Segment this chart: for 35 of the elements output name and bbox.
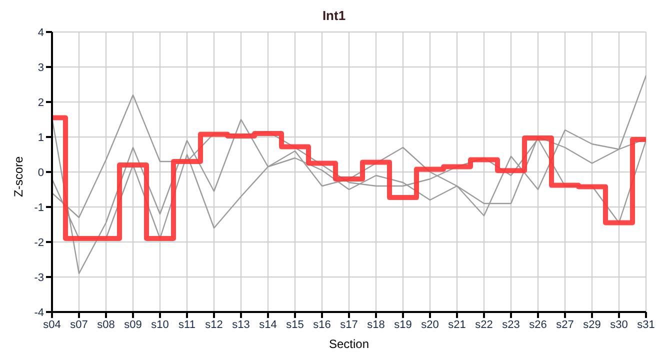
x-tick-label: s29 bbox=[583, 318, 601, 331]
x-tick-label: s31 bbox=[637, 318, 655, 331]
x-axis-title: Section bbox=[328, 337, 370, 351]
x-tick-label: s30 bbox=[610, 318, 628, 331]
x-tick-label: s07 bbox=[70, 318, 88, 331]
x-tick-label: s21 bbox=[448, 318, 466, 331]
chart-title: Int1 bbox=[321, 8, 347, 25]
x-tick-label: s27 bbox=[556, 318, 574, 331]
x-tick-label: s26 bbox=[529, 318, 547, 331]
x-tick-label: s12 bbox=[205, 318, 223, 331]
y-tick-label: 3 bbox=[38, 62, 44, 74]
x-tick-label: s18 bbox=[367, 318, 385, 331]
x-tick-label: s10 bbox=[151, 318, 169, 331]
x-tick-label: s16 bbox=[313, 318, 331, 331]
x-tick-label: s17 bbox=[340, 318, 358, 331]
x-tick-label: s13 bbox=[232, 318, 250, 331]
x-tick-label: s19 bbox=[394, 318, 412, 331]
y-tick-label: -4 bbox=[34, 306, 44, 319]
x-tick-label: s08 bbox=[97, 318, 115, 331]
x-tick-label: s23 bbox=[502, 318, 520, 331]
x-tick-label: s14 bbox=[259, 318, 277, 331]
y-tick-label: -1 bbox=[34, 202, 44, 214]
x-tick-label: s04 bbox=[43, 318, 61, 331]
y-tick-label: 4 bbox=[38, 26, 44, 39]
x-tick-label: s11 bbox=[178, 318, 196, 331]
x-tick-label: s09 bbox=[124, 318, 142, 331]
y-axis-title: Z-score bbox=[11, 156, 26, 197]
y-tick-label: 1 bbox=[38, 132, 44, 144]
y-tick-label: 2 bbox=[38, 96, 44, 109]
x-tick-label: s20 bbox=[421, 318, 439, 331]
y-tick-label: 0 bbox=[38, 166, 44, 179]
y-tick-label: -2 bbox=[34, 236, 44, 249]
x-tick-label: s15 bbox=[286, 318, 304, 331]
y-tick-label: -3 bbox=[34, 272, 44, 284]
x-tick-label: s22 bbox=[475, 318, 493, 331]
